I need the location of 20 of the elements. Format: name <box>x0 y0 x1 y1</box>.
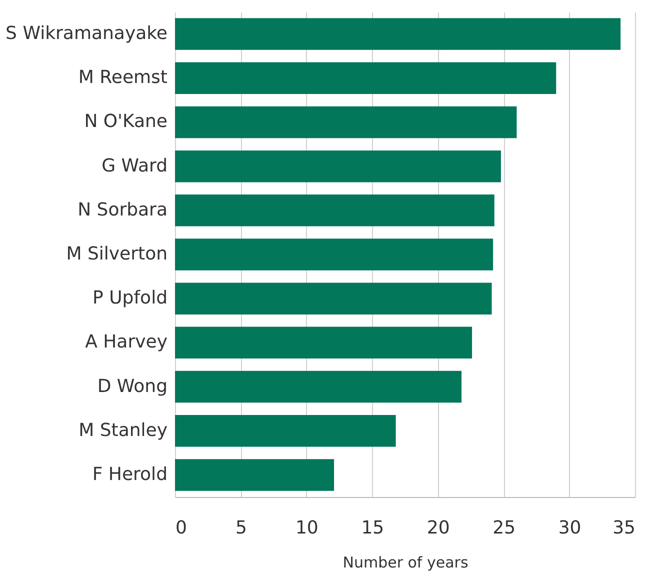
x-tick-label: 25 <box>492 518 516 538</box>
x-tick-label: 10 <box>295 518 318 538</box>
y-tick-label: M Stanley <box>78 420 168 441</box>
y-tick-label: G Ward <box>102 155 168 176</box>
x-tick-label: 0 <box>176 518 187 538</box>
y-tick-label: F Herold <box>92 464 168 485</box>
x-tick-label: 30 <box>558 518 582 538</box>
x-tick-label: 20 <box>426 518 450 538</box>
y-tick-label: M Reemst <box>78 67 168 88</box>
x-axis-title: Number of years <box>342 554 468 572</box>
y-tick-label: S Wikramanayake <box>6 23 168 44</box>
y-tick-label: D Wong <box>97 376 168 397</box>
y-tick-label: M Silverton <box>66 244 168 264</box>
y-tick-label: N Sorbara <box>78 199 168 220</box>
x-tick-label: 35 <box>612 518 636 538</box>
y-tick-label: A Harvey <box>85 332 168 353</box>
y-tick-label: P Upfold <box>92 288 168 309</box>
x-tick-label: 15 <box>361 518 384 538</box>
y-tick-label: N O'Kane <box>84 111 168 132</box>
x-tick-label: 5 <box>235 518 247 538</box>
